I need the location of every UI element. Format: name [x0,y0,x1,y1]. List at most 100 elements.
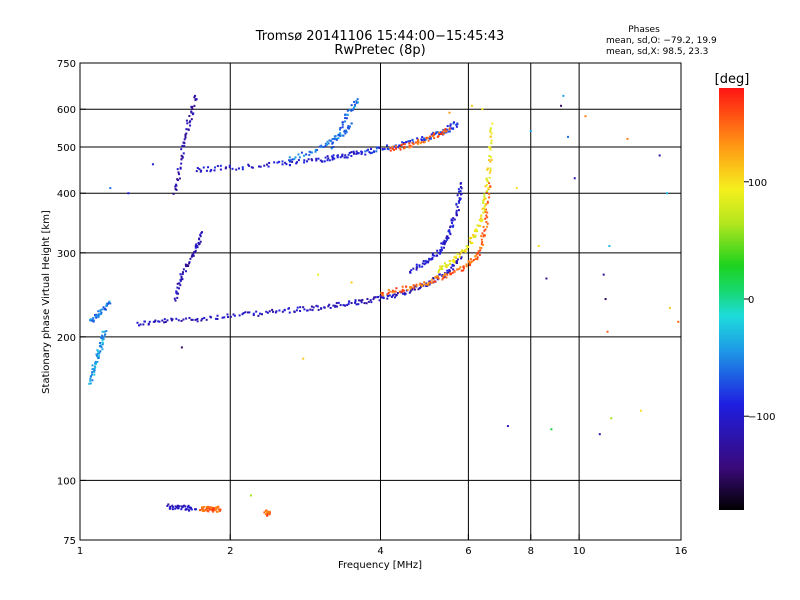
echo-point [350,151,353,154]
echo-point [415,263,418,266]
echo-point [344,113,347,116]
echo-point [99,309,102,312]
echo-point [438,131,441,134]
echo-point [452,127,455,130]
echo-point [100,334,103,337]
echo-point [361,298,364,301]
echo-point [332,154,335,157]
echo-point [444,129,447,132]
echo-point [410,286,413,289]
echo-point [354,105,357,108]
echo-point [228,166,231,169]
echo-point [560,104,563,107]
echo-point [445,266,448,269]
echo-point [451,271,454,274]
echo-point [382,294,385,297]
echo-point [347,302,350,305]
echo-point [395,293,398,296]
echo-point [88,382,91,385]
echo-point [298,156,301,159]
echo-point [353,100,356,103]
echo-point [101,348,104,351]
echo-point [98,355,101,358]
echo-point [185,119,188,122]
echo-point [456,268,459,271]
echo-point [413,288,416,291]
echo-point [402,292,405,295]
echo-point [191,254,194,257]
echo-point [440,248,443,251]
echo-point [455,211,458,214]
echo-point [324,156,327,159]
echo-point [336,154,339,157]
echo-point [412,284,415,287]
echo-point [393,293,396,296]
echo-point [258,165,261,168]
echo-point [433,254,436,257]
echo-point [105,302,108,305]
echo-point [194,244,197,247]
echo-point [409,290,412,293]
echo-point [347,153,350,156]
echo-point [386,293,389,296]
echo-point [185,317,188,320]
echo-point [276,161,279,164]
echo-point [367,300,370,303]
echo-point [442,133,445,136]
echo-point [257,314,260,317]
stats-o-mode: mean, sd,O: −79.2, 19.9 [606,36,717,46]
echo-point [515,187,518,190]
echo-point [479,217,482,220]
echo-point [91,368,94,371]
echo-point [308,154,311,157]
echo-point [89,377,92,380]
echo-point [490,139,493,142]
echo-point [436,135,439,138]
echo-point [314,148,317,151]
echo-point [457,200,460,203]
echo-point [192,112,195,115]
echo-point [200,232,203,235]
echo-point [440,242,443,245]
echo-point [454,256,457,259]
echo-point [97,310,100,313]
echo-point [231,167,234,170]
echo-point [103,334,106,337]
echo-point [288,156,291,159]
echo-point [415,266,418,269]
echo-point [94,362,97,365]
echo-point [219,508,222,511]
echo-point [178,173,181,176]
echo-point [460,269,463,272]
echo-point [405,285,408,288]
echo-point [417,138,420,141]
echo-point [184,136,187,139]
echo-point [190,255,193,258]
echo-point [310,158,313,161]
echo-point [439,252,442,255]
echo-point [411,139,414,142]
echo-point [381,148,384,151]
echo-point [103,330,106,333]
echo-point [462,265,465,268]
echo-point [186,122,189,125]
echo-point [197,241,200,244]
echo-point [198,509,201,512]
echo-point [388,294,391,297]
echo-point [421,139,424,142]
echo-point [244,311,247,314]
echo-point [453,261,456,264]
echo-point [288,164,291,167]
echo-point [321,160,324,163]
echo-point [333,157,336,160]
echo-point [485,177,488,180]
echo-point [332,304,335,307]
echo-point [403,143,406,146]
echo-point [193,96,196,99]
echo-point [308,150,311,153]
echo-point [401,288,404,291]
echo-point [403,146,406,149]
echo-point [196,245,199,248]
echo-point [233,314,236,317]
echo-point [341,126,344,129]
